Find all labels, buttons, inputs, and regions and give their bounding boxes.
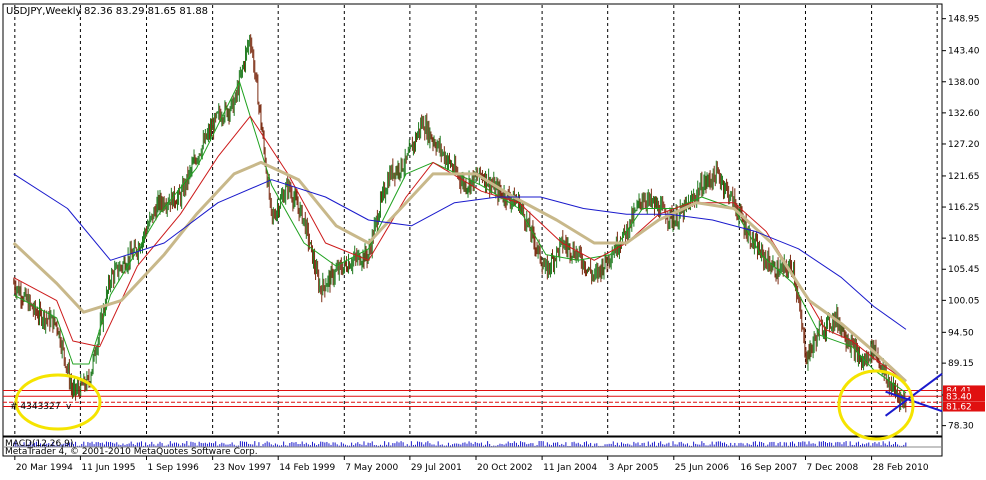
ma-fast-line — [13, 81, 907, 394]
order-suffix: v — [66, 402, 72, 412]
x-tick-label: 7 May 2000 — [345, 463, 398, 473]
x-tick-label: 29 Jul 2001 — [411, 463, 462, 473]
highlight-circle-2010 — [837, 369, 915, 441]
y-tick-label: 132.60 — [948, 109, 980, 119]
copyright-label: MetaTrader 4, © 2001-2010 MetaQuotes Sof… — [5, 447, 258, 457]
price-tag-box — [943, 401, 985, 412]
time-axis: 20 Mar 1994 11 Jun 1995 1 Sep 1996 23 Nov 1… — [14, 456, 929, 473]
y-tick-label: 116.25 — [948, 203, 980, 213]
x-tick-label: 7 Dec 2008 — [806, 463, 858, 473]
x-tick-label: 16 Sep 2007 — [740, 463, 797, 473]
ma-slow-line — [12, 160, 908, 383]
y-tick-label: 100.05 — [948, 296, 980, 306]
x-tick-label: 28 Feb 2010 — [873, 463, 929, 473]
horizontal-levels — [3, 389, 942, 408]
x-tick-label: 14 Feb 1999 — [279, 463, 335, 473]
y-tick-label: 121.65 — [948, 172, 980, 182]
ma-long-line — [13, 173, 907, 330]
x-tick-label: 25 Jun 2006 — [675, 463, 729, 473]
price-tag-label: 83.40 — [946, 392, 972, 402]
y-tick-label: 89.15 — [948, 359, 974, 369]
y-tick-label: 127.20 — [948, 140, 980, 150]
y-tick-label: 143.40 — [948, 47, 980, 57]
y-tick-label: 78.30 — [948, 422, 974, 432]
chart-ohlc-label: 82.36 83.29 81.65 81.88 — [84, 6, 208, 17]
x-tick-label: 20 Mar 1994 — [16, 463, 73, 473]
y-tick-label: 148.95 — [948, 15, 980, 25]
price-axis: 78.3083.6289.1594.50100.05105.45110.8511… — [942, 15, 980, 432]
x-tick-label: 20 Oct 2002 — [477, 463, 533, 473]
macd-label: MACD(12,26,9) — [5, 439, 73, 449]
annotations — [14, 369, 943, 441]
highlight-circle-1995 — [14, 373, 102, 431]
y-tick-label: 94.50 — [948, 328, 974, 338]
price-tag-box — [943, 385, 985, 396]
chart-symbol-label: USDJPY,Weekly — [6, 6, 82, 17]
macd-histogram — [3, 441, 942, 448]
x-tick-label: 3 Apr 2005 — [609, 463, 659, 473]
triangle-lower-line — [884, 372, 943, 417]
y-tick-label: 105.45 — [948, 265, 980, 275]
price-tag-box — [943, 391, 985, 402]
y-tick-label: 138.00 — [948, 78, 980, 88]
x-tick-label: 11 Jan 2004 — [543, 463, 597, 473]
order-label: # 4343327 — [10, 402, 60, 412]
y-tick-label: 110.85 — [948, 234, 980, 244]
x-tick-label: 23 Nov 1997 — [214, 463, 272, 473]
x-tick-label: 1 Sep 1996 — [148, 463, 200, 473]
x-tick-label: 11 Jun 1995 — [81, 463, 135, 473]
moving-averages — [12, 81, 908, 394]
price-tag-label: 81.62 — [946, 403, 972, 413]
